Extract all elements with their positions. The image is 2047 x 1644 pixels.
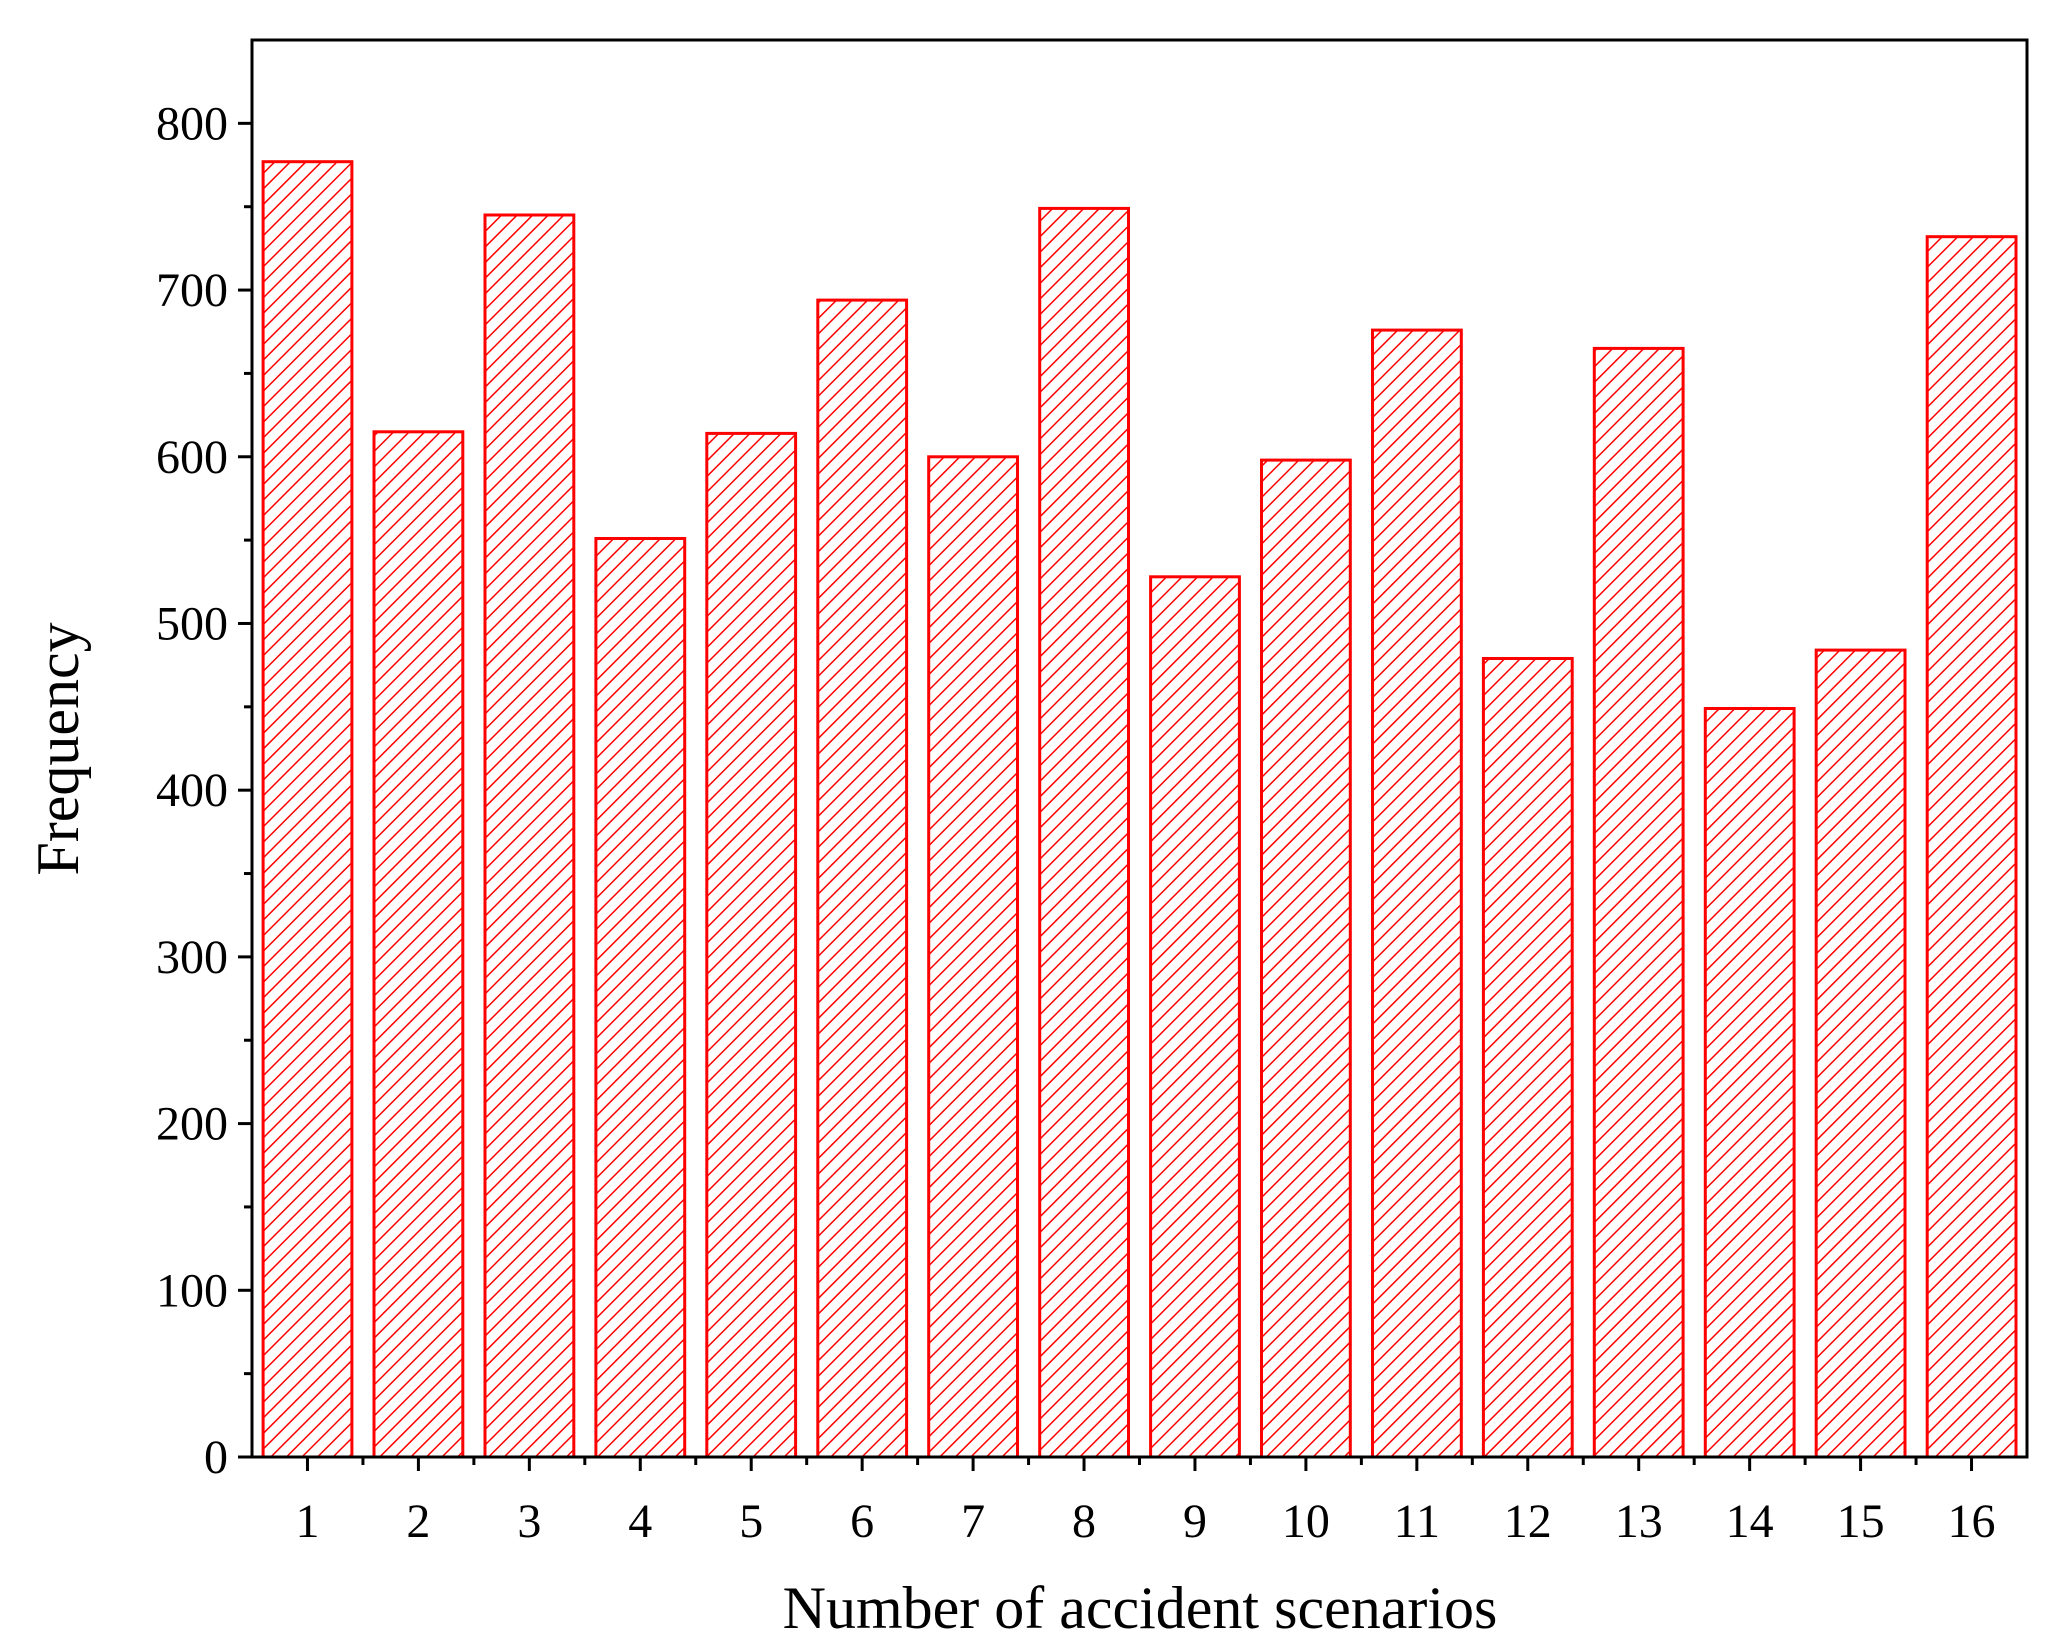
bar-8	[1038, 206, 1130, 1459]
y-tick-label: 700	[156, 264, 228, 317]
bar-15	[1814, 648, 1907, 1459]
x-tick-label: 6	[850, 1495, 874, 1548]
x-tick-label: 4	[628, 1495, 652, 1548]
bar-5	[705, 431, 798, 1459]
bar-4	[594, 537, 687, 1459]
bar-6	[816, 298, 909, 1459]
x-tick-label: 16	[1948, 1495, 1996, 1548]
x-tick-label: 2	[406, 1495, 430, 1548]
bar-9	[1149, 575, 1241, 1459]
x-tick-label: 15	[1837, 1495, 1885, 1548]
y-tick-label: 500	[156, 597, 228, 650]
x-tick-label: 14	[1726, 1495, 1774, 1548]
bar-7	[927, 455, 1020, 1459]
y-tick-label: 300	[156, 931, 228, 984]
bar-2	[372, 430, 465, 1459]
bar-3	[483, 213, 576, 1459]
bar-1	[261, 160, 354, 1459]
x-tick-label: 13	[1615, 1495, 1663, 1548]
x-tick-label: 5	[739, 1495, 763, 1548]
x-tick-label: 11	[1394, 1495, 1440, 1548]
y-tick-label: 400	[156, 764, 228, 817]
x-tick-label: 8	[1072, 1495, 1096, 1548]
y-tick-label: 600	[156, 431, 228, 484]
y-tick-label: 0	[204, 1431, 228, 1484]
bar-13	[1592, 346, 1685, 1459]
bar-14	[1703, 707, 1796, 1459]
x-tick-label: 1	[295, 1495, 319, 1548]
bar-12	[1481, 657, 1574, 1459]
bars-group	[261, 160, 2018, 1459]
x-tick-label: 12	[1504, 1495, 1552, 1548]
x-tick-label: 10	[1282, 1495, 1330, 1548]
y-axis-title: Frequency	[25, 622, 91, 875]
y-tick-label: 800	[156, 97, 228, 150]
x-axis-title: Number of accident scenarios	[783, 1575, 1498, 1641]
y-tick-label: 200	[156, 1098, 228, 1151]
bar-10	[1260, 458, 1352, 1459]
y-tick-label: 100	[156, 1264, 228, 1317]
x-tick-label: 7	[961, 1495, 985, 1548]
bar-11	[1371, 328, 1463, 1459]
x-tick-label: 3	[517, 1495, 541, 1548]
x-tick-label: 9	[1183, 1495, 1207, 1548]
bar-16	[1925, 235, 2018, 1459]
